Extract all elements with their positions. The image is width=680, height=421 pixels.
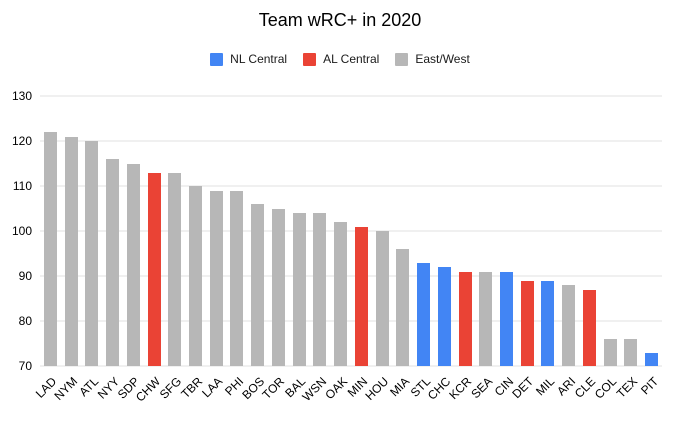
bar-slot-SEA [475,96,496,366]
bar-slot-TBR [185,96,206,366]
bar-slot-ATL [81,96,102,366]
bar-LAA [209,190,223,366]
bar-ATL [85,141,99,366]
legend-swatch [210,52,224,66]
chart-legend: NL Central AL Central East/West [0,52,680,66]
bar-SEA [479,271,493,366]
legend-label: East/West [415,52,470,66]
y-label-70: 70 [18,359,32,373]
x-axis-labels: LAD NYM ATL NYY SDP CHW SFG TBR LAA PHI BOS TOR BAL W… [33,370,662,420]
bar-TOR [271,208,285,366]
bar-TBR [189,186,202,366]
bar-CHC [437,267,451,366]
bar-NYY [106,159,120,366]
bar-slot-TEX [621,96,642,366]
bar-slot-COL [600,96,621,366]
bar-slot-MIN [351,96,372,366]
bar-slot-SFG [164,96,185,366]
y-axis-labels: 70 80 90 100 110 120 130 [0,90,34,372]
bar-slot-PHI [227,96,248,366]
bar-slot-PIT [641,96,662,366]
bar-ARI [562,285,576,366]
legend-swatch [303,52,317,66]
chart-title: Team wRC+ in 2020 [258,10,422,30]
bar-DET [520,280,534,366]
bar-slot-TOR [268,96,289,366]
bar-STL [417,262,431,366]
gridline-90 [40,275,662,277]
bar-WSN [313,213,327,366]
legend-label: AL Central [323,52,380,66]
bar-CIN [500,271,514,366]
bar-KCR [458,271,472,366]
bar-MIN [354,226,368,366]
bar-slot-STL [413,96,434,366]
bar-CLE [582,289,596,366]
bar-PHI [230,190,244,366]
gridline-120 [40,140,662,142]
bar-slot-NYY [102,96,123,366]
bar-slot-MIA [392,96,413,366]
y-label-130: 130 [11,89,32,103]
bars-container [40,96,662,366]
gridline-70 [40,365,662,367]
bar-slot-BAL [289,96,310,366]
bar-SFG [168,172,182,366]
bar-CHW [147,172,161,366]
bar-slot-LAD [40,96,61,366]
bar-slot-WSN [310,96,331,366]
y-label-100: 100 [11,224,32,238]
bar-slot-MIL [538,96,559,366]
y-label-90: 90 [18,269,32,283]
bar-slot-BOS [247,96,268,366]
bar-TEX [624,339,638,366]
bar-MIA [396,249,410,366]
bar-SDP [126,163,140,366]
x-label-ATL: ATL [76,374,102,400]
bar-slot-CHW [144,96,165,366]
y-label-120: 120 [11,134,32,148]
bar-slot-ARI [558,96,579,366]
x-label-MIL: MIL [533,374,558,399]
bar-HOU [375,231,389,366]
legend-label: NL Central [230,52,288,66]
x-label-TEX: TEX [613,374,641,401]
bar-slot-DET [517,96,538,366]
bar-BAL [292,213,306,366]
bar-PIT [645,352,659,366]
gridline-100 [40,230,662,232]
bar-slot-SDP [123,96,144,366]
bar-COL [603,339,617,366]
y-label-80: 80 [18,314,32,328]
gridline-110 [40,185,662,187]
bar-slot-CLE [579,96,600,366]
gridline-130 [40,95,662,97]
gridline-80 [40,320,662,322]
legend-swatch [395,52,409,66]
legend-item-east-west: East/West [395,52,470,66]
legend-item-nl-central: NL Central [210,52,287,66]
bar-LAD [43,132,57,366]
x-label-MIA: MIA [387,374,413,400]
x-label-PIT: PIT [637,374,661,398]
legend-item-al-central: AL Central [303,52,379,66]
bar-slot-CHC [434,96,455,366]
bar-MIL [541,280,555,366]
bar-slot-CIN [496,96,517,366]
bar-slot-OAK [330,96,351,366]
bar-OAK [334,222,348,366]
plot-area [40,95,662,367]
y-label-110: 110 [12,179,32,193]
bar-BOS [251,204,265,366]
bar-slot-KCR [455,96,476,366]
bar-slot-HOU [372,96,393,366]
bar-slot-LAA [206,96,227,366]
bar-NYM [64,136,78,366]
bar-slot-NYM [61,96,82,366]
